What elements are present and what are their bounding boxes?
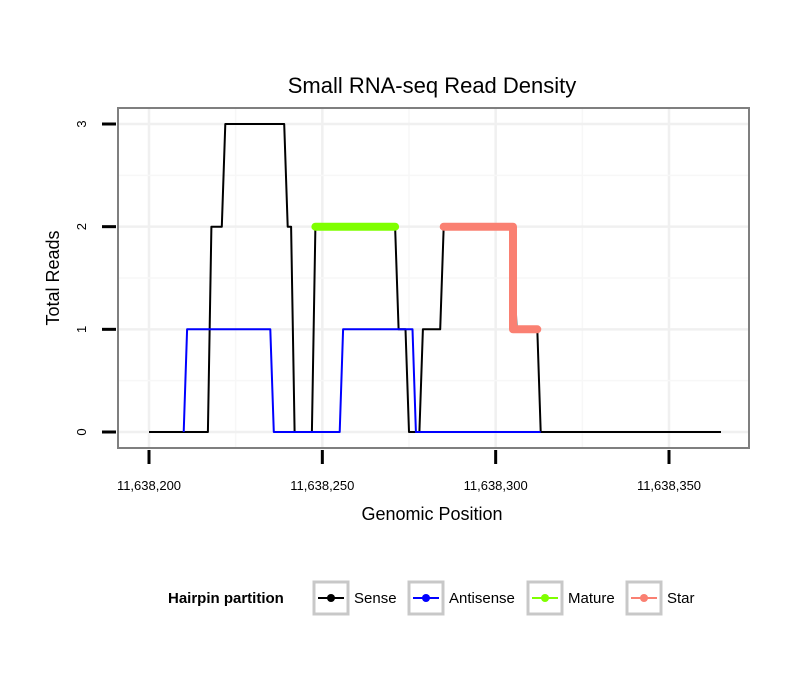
legend-key-point [640,594,648,602]
legend-title: Hairpin partition [168,590,284,607]
chart-title: Small RNA-seq Read Density [288,73,577,98]
legend-entry-mature: Mature [526,580,615,616]
x-tick-label: 11,638,300 [464,478,528,493]
x-tick-label: 11,638,350 [637,478,701,493]
legend-entry-star: Star [625,580,695,616]
legend-label: Mature [568,590,615,607]
legend-entry-antisense: Antisense [407,580,515,616]
legend-key-point [422,594,430,602]
plot-panel [117,107,750,449]
y-tick-label: 1 [74,326,89,333]
legend-key-point [327,594,335,602]
series-line-star [439,222,542,334]
legend-label: Antisense [449,590,515,607]
legend-label: Sense [354,590,397,607]
x-tick-label: 11,638,200 [117,478,181,493]
x-tick-label: 11,638,250 [290,478,354,493]
y-tick-label: 2 [74,223,89,230]
y-tick-label: 0 [74,428,89,435]
legend-entry-sense: Sense [312,580,397,616]
legend-label: Star [667,590,695,607]
legend: Hairpin partition Sense Antisense Mature St… [168,580,695,616]
legend-key-point [541,594,549,602]
x-axis-label: Genomic Position [361,504,502,524]
y-tick-label: 3 [74,120,89,127]
y-axis: 0 1 2 3 [74,120,116,436]
series-line-antisense [182,328,541,433]
y-axis-label: Total Reads [43,230,63,325]
series-layer [149,123,721,433]
legend-entries: Sense Antisense Mature Star [312,580,695,616]
plot-panel-border [117,107,750,449]
x-axis: 11,638,200 11,638,250 11,638,300 11,638,350 [117,450,701,493]
